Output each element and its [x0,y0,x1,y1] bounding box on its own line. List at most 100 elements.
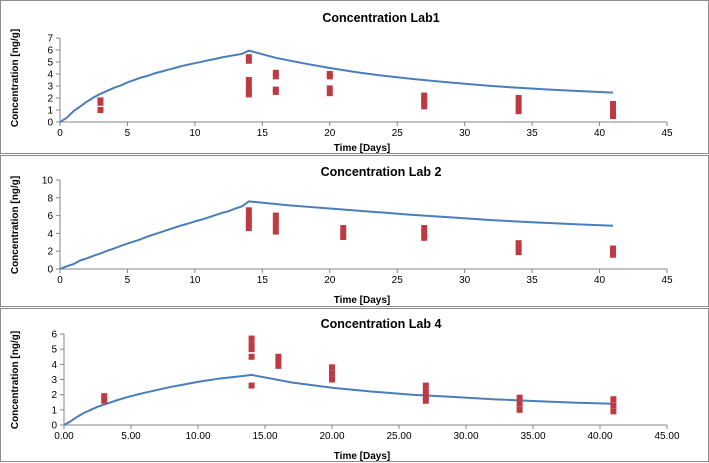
chart-lab4-measurement-point [516,394,523,401]
chart-lab4-x-tick-label: 35.00 [520,431,545,442]
chart-lab4-measurement-point [101,397,108,404]
chart-lab2-measurement-point [245,212,252,219]
chart-lab1: Concentration Lab1 Concentration [ng/g] … [0,0,709,154]
chart-lab2-measurement-point [272,228,279,235]
chart-lab4-x-tick-label: 10.00 [185,431,210,442]
chart-lab4-y-tick-label: 1 [51,405,57,416]
chart-lab1-measurement-point [421,99,428,106]
chart-lab4-measurement-point [516,406,523,413]
chart-lab2: Concentration Lab 2 Concentration [ng/g]… [0,155,709,307]
chart-lab2-measurement-point [272,223,279,230]
chart-lab2-y-tick-label: 0 [47,265,53,276]
chart-lab4-frame [0,308,709,462]
chart-lab2-measurement-point [245,216,252,223]
chart-lab1-x-tick-label: 25 [392,128,404,139]
chart-lab1-measurement-point [245,83,252,89]
chart-lab2-y-tick-label: 2 [47,247,53,258]
chart-lab2-measurement-point [340,230,347,237]
chart-lab1-measurement-point [272,89,279,95]
chart-lab4-measurement-point [248,346,255,353]
chart-lab2-measurement-point [421,234,428,241]
chart-lab2-x-axis-title: Time [Days] [334,295,391,306]
chart-lab4-y-axis-title: Concentration [ng/g] [10,331,21,429]
chart-lab4-x-tick-label: 20.00 [319,431,344,442]
chart-lab4-measurement-point [248,353,255,360]
chart-lab1-y-tick-label: 6 [47,46,53,57]
chart-lab2-measurement-point [610,245,617,252]
chart-lab1-frame [0,0,709,154]
chart-lab1-measurement-point [610,113,617,119]
chart-lab4-plot-area: 0.00 5.00 10.00 15.00 20.00 25.00 30.00 35.00 40… [51,330,680,443]
chart-lab4-measurement-point [516,400,523,407]
chart-lab1-measurement-point [245,87,252,94]
chart-lab4-measurement-point [275,362,282,369]
chart-lab2-measurement-point [245,207,252,214]
chart-lab4-x-tick-label: 5.00 [121,431,141,442]
chart-lab1-y-axis-title: Concentration [ng/g] [10,29,21,127]
chart-lab2-measurement-point [421,230,428,237]
chart-lab1-measurement-point [515,104,522,111]
chart-lab1-measurement-point [515,95,522,101]
chart-lab4-measurement-point [610,402,617,409]
chart-lab2-x-tick-label: 5 [125,275,131,286]
chart-lab4-y-tick-label: 2 [51,390,57,401]
chart-lab4-measurement-point [610,408,617,415]
chart-lab2-title: Concentration Lab 2 [321,165,442,179]
chart-lab1-x-tick-label: 35 [527,128,539,139]
chart-lab2-measurement-point [421,225,428,232]
chart-lab2-model-line [59,200,614,270]
chart-lab4-y-tick-label: 5 [51,345,57,356]
chart-lab2-measurement-point [272,212,279,219]
chart-lab4-y-tick-label: 0 [51,421,57,432]
chart-lab2-y-tick-label: 8 [47,193,53,204]
chart-lab4-x-tick-label: 45.00 [654,431,679,442]
chart-lab1-measurement-point [610,109,617,116]
chart-lab2-x-tick-label: 25 [392,275,404,286]
chart-lab2-x-tick-label: 10 [189,275,201,286]
chart-lab4-measurement-point [248,341,255,348]
chart-lab2-x-tick-label: 20 [324,275,336,286]
chart-lab4-measurement-point [248,335,255,342]
chart-lab1-measurement-point [326,90,333,97]
chart-lab1-y-tick-label: 3 [47,82,53,93]
chart-lab1-measurement-point [610,105,617,112]
chart-lab4-measurement-point [101,393,108,400]
chart-lab2-measurement-point [610,251,617,258]
chart-lab2-measurement-point [515,244,522,251]
chart-lab2-measurement-point [272,217,279,224]
chart-lab1-x-tick-label: 45 [661,128,673,139]
chart-lab1-measurement-point [421,92,428,99]
chart-lab1-measurement-point [245,91,252,98]
chart-lab4-measurement-point [422,397,429,404]
chart-lab2-frame [0,155,709,307]
chart-lab1-x-tick-label: 0 [57,128,63,139]
chart-lab4-title: Concentration Lab 4 [321,317,442,331]
chart-lab1-measurement-point [97,107,104,113]
chart-lab4-x-tick-label: 30.00 [453,431,478,442]
chart-lab2-measurement-point [245,225,252,232]
chart-lab2-y-tick-label: 10 [42,176,54,187]
chart-lab4-x-axis-title: Time [Days] [334,451,391,462]
chart-lab1-measurement-point [245,54,252,61]
chart-lab4-measurement-point [329,364,335,371]
chart-lab2-measurement-point [245,221,252,228]
chart-lab2-x-tick-label: 40 [594,275,606,286]
chart-lab4-measurement-point [248,382,255,389]
chart-lab4-y-tick-label: 6 [51,330,57,341]
chart-lab1-measurement-point [245,77,252,83]
chart-lab1-x-tick-label: 15 [257,128,269,139]
chart-lab1-x-tick-label: 5 [125,128,131,139]
chart-lab2-measurement-point [515,240,522,247]
chart-lab1-model-line [59,49,614,123]
chart-lab4-measurement-point [422,382,429,389]
chart-lab1-measurement-point [326,73,333,80]
chart-lab1-measurement-point [421,96,428,103]
chart-lab1-x-tick-label: 40 [594,128,606,139]
chart-lab2-x-tick-label: 15 [257,275,269,286]
chart-lab1-x-tick-label: 20 [324,128,336,139]
chart-lab1-measurement-point [245,57,252,64]
chart-lab2-x-tick-label: 30 [459,275,471,286]
chart-lab1-measurement-point [421,103,428,110]
